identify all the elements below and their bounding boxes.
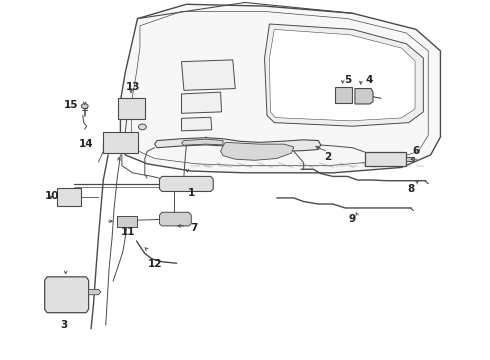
- Polygon shape: [181, 92, 221, 113]
- Polygon shape: [159, 212, 191, 226]
- Polygon shape: [365, 152, 406, 166]
- Polygon shape: [45, 277, 89, 313]
- Polygon shape: [121, 4, 441, 173]
- Polygon shape: [181, 139, 223, 145]
- Polygon shape: [159, 176, 213, 192]
- Text: 1: 1: [188, 188, 195, 198]
- Polygon shape: [265, 24, 423, 126]
- Text: 11: 11: [121, 227, 135, 237]
- Text: 7: 7: [190, 224, 197, 233]
- Text: 13: 13: [125, 82, 140, 92]
- Polygon shape: [181, 117, 212, 131]
- Polygon shape: [117, 216, 137, 226]
- Polygon shape: [335, 87, 351, 103]
- Polygon shape: [155, 138, 321, 151]
- Circle shape: [81, 104, 88, 109]
- Text: 6: 6: [413, 146, 419, 156]
- Polygon shape: [118, 98, 145, 119]
- Polygon shape: [406, 157, 414, 161]
- Polygon shape: [57, 188, 81, 206]
- Polygon shape: [181, 60, 235, 90]
- Text: 9: 9: [349, 215, 356, 224]
- Polygon shape: [355, 89, 373, 104]
- Text: 10: 10: [45, 191, 59, 201]
- Polygon shape: [270, 30, 415, 121]
- Text: 15: 15: [64, 100, 79, 110]
- Text: 12: 12: [147, 259, 162, 269]
- Polygon shape: [220, 142, 294, 160]
- Text: 2: 2: [324, 152, 332, 162]
- Polygon shape: [89, 289, 101, 295]
- Circle shape: [139, 124, 147, 130]
- Text: 14: 14: [79, 139, 94, 149]
- Polygon shape: [103, 132, 138, 153]
- Text: 3: 3: [61, 320, 68, 330]
- Text: 4: 4: [366, 75, 373, 85]
- Text: 8: 8: [408, 184, 415, 194]
- Text: 5: 5: [344, 75, 351, 85]
